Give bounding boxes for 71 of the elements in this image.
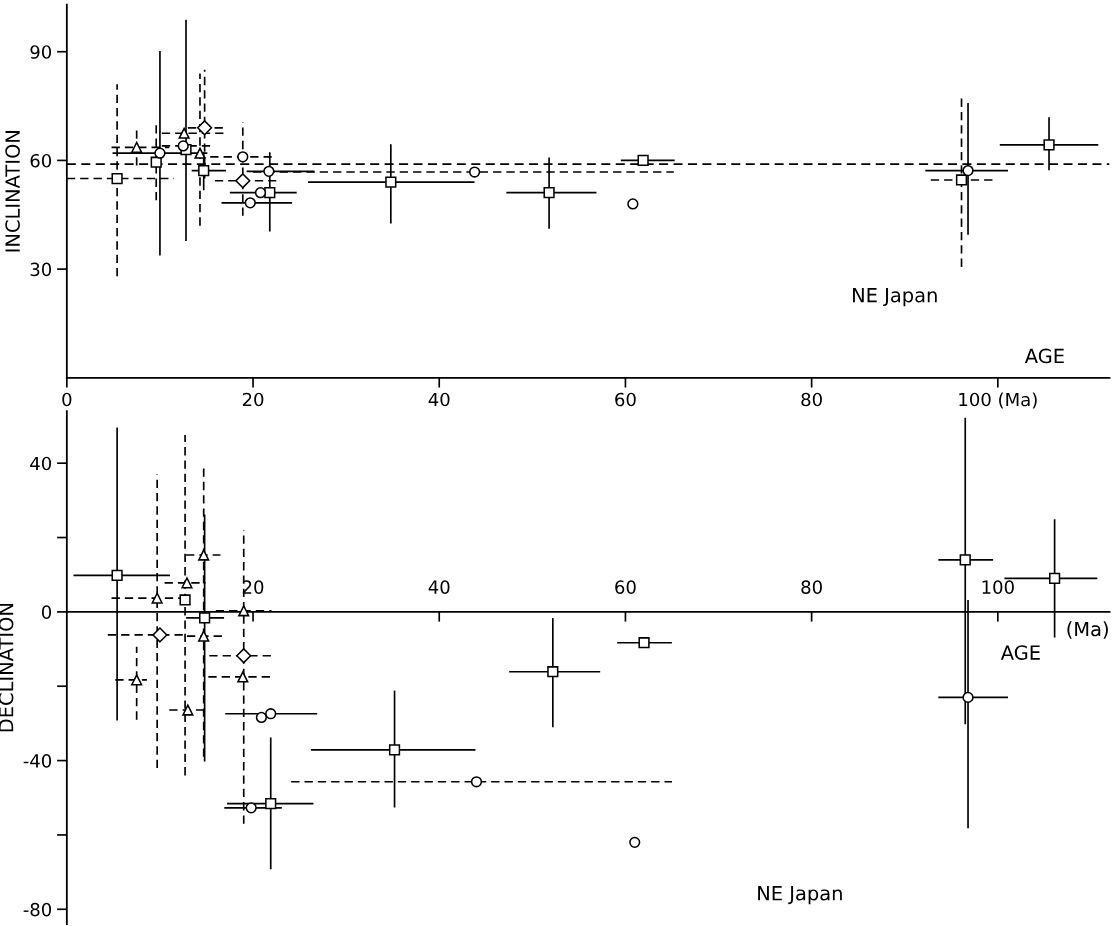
point (198, 630, 210, 642)
point (181, 577, 193, 589)
annotation: NE Japan (758, 886, 842, 905)
point (1043, 139, 1055, 151)
point (177, 140, 189, 152)
y-tick-label: -40 (23, 754, 52, 768)
point (263, 165, 275, 177)
point (111, 172, 123, 185)
point (238, 605, 250, 617)
point (150, 156, 162, 168)
x-tick-label: 80 (801, 392, 822, 407)
point (385, 176, 397, 188)
x-tick-label: 100 (982, 580, 1014, 594)
point (198, 549, 210, 561)
point (235, 173, 251, 189)
y-tick-label: -80 (23, 902, 52, 917)
point (962, 691, 974, 704)
x-tick-label: 0 (62, 392, 72, 407)
point (237, 671, 249, 683)
point (245, 802, 257, 814)
point (198, 164, 210, 177)
point (962, 164, 974, 177)
x-tick-label: 80 (801, 580, 822, 594)
point (194, 147, 206, 159)
point (255, 711, 268, 724)
point (959, 554, 971, 566)
x-tick-label: 40 (428, 392, 450, 407)
point (1048, 572, 1061, 585)
annotation: AGE (1000, 645, 1040, 660)
y-tick-label: 30 (30, 262, 52, 277)
point (265, 708, 277, 720)
point (629, 836, 641, 848)
point (236, 648, 252, 664)
point (152, 627, 168, 643)
point (265, 798, 277, 810)
y-tick-label: 60 (30, 153, 52, 168)
x-tick-label: 40 (428, 580, 450, 594)
point (178, 127, 190, 139)
point (468, 166, 481, 178)
x-tick-label: 60 (615, 580, 636, 594)
point (955, 174, 968, 186)
x-tick-label: 20 (242, 392, 264, 407)
x-tick-label: 100 (Ma) (959, 392, 1037, 409)
point (254, 187, 267, 199)
point (547, 666, 559, 678)
point (151, 592, 163, 604)
point (131, 674, 143, 686)
point (237, 151, 249, 163)
point (111, 569, 123, 582)
point (543, 187, 555, 199)
annotation: AGE (1024, 348, 1064, 364)
point (182, 704, 194, 716)
point (637, 154, 649, 167)
x-tick-label: 20 (242, 580, 264, 594)
y-tick-label: 0 (41, 605, 52, 619)
point (179, 594, 191, 606)
point (627, 198, 639, 210)
x-tick-label: 60 (615, 392, 636, 407)
y-axis-title: INCLINATION (5, 131, 20, 252)
point (196, 120, 213, 136)
point (388, 744, 401, 756)
point (470, 776, 483, 788)
point (131, 141, 143, 154)
point (638, 637, 650, 649)
point (199, 612, 211, 624)
point (244, 197, 256, 209)
point (154, 147, 166, 159)
y-tick-label: 40 (30, 456, 52, 471)
y-tick-label: 90 (30, 45, 52, 59)
annotation: NE Japan (853, 288, 937, 307)
annotation: (Ma) (1067, 621, 1108, 639)
